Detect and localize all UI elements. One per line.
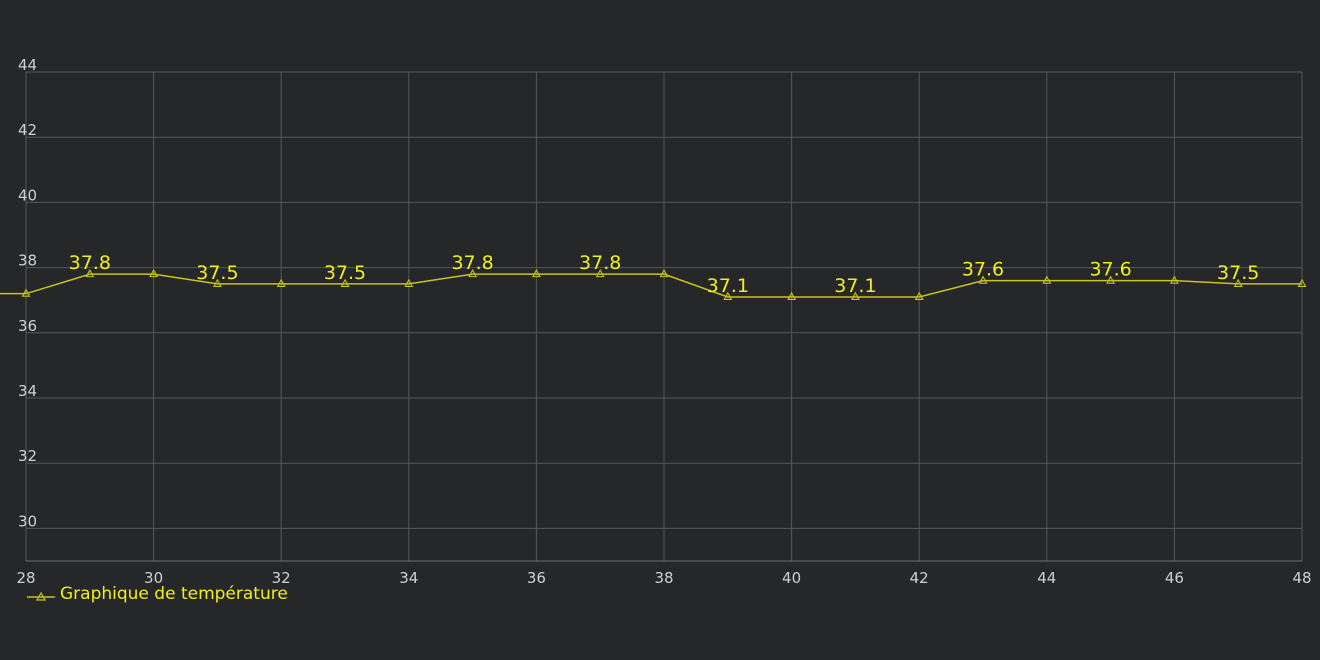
x-tick-label: 40 <box>782 569 801 587</box>
data-point-marker[interactable] <box>404 278 414 287</box>
triangle-icon <box>35 591 47 601</box>
data-point-marker[interactable] <box>85 268 95 278</box>
series-group <box>0 268 1307 300</box>
data-label: 37.8 <box>451 252 493 274</box>
data-point-marker[interactable] <box>340 278 350 287</box>
data-point-marker[interactable] <box>978 275 988 284</box>
x-tick-label: 34 <box>399 569 418 587</box>
y-tick-label: 38 <box>18 252 37 270</box>
data-label: 37.5 <box>196 262 238 284</box>
y-tick-label: 34 <box>18 382 37 400</box>
horizontal-gridlines <box>26 71 1302 562</box>
y-tick-label: 32 <box>18 447 37 465</box>
data-point-marker[interactable] <box>276 278 286 287</box>
y-tick-label: 40 <box>18 186 37 204</box>
data-point-marker[interactable] <box>914 291 924 300</box>
data-label: 37.8 <box>579 252 621 274</box>
x-tick-label: 48 <box>1292 569 1311 587</box>
data-point-marker[interactable] <box>1042 275 1052 284</box>
x-tick-label: 46 <box>1165 569 1184 587</box>
data-point-marker[interactable] <box>850 291 860 300</box>
data-label: 37.1 <box>707 275 749 297</box>
x-axis-tick-labels: 28 30 32 34 36 38 40 42 44 46 48 <box>16 569 1311 587</box>
legend-label: Graphique de température <box>60 584 288 604</box>
data-label: 37.6 <box>962 259 1004 281</box>
data-label: 37.8 <box>69 252 111 274</box>
data-point-marker[interactable] <box>723 291 733 300</box>
data-point-marker[interactable] <box>787 291 797 300</box>
legend[interactable]: Graphique de température <box>27 584 288 604</box>
data-point-marker[interactable] <box>212 278 222 287</box>
x-tick-label: 38 <box>654 569 673 587</box>
data-point-marker[interactable] <box>468 268 478 278</box>
data-point-marker[interactable] <box>149 268 159 278</box>
y-axis-tick-labels: 30 32 34 36 38 40 42 44 <box>18 56 37 530</box>
series-line <box>25 273 1302 298</box>
x-tick-label: 36 <box>527 569 546 587</box>
x-tick-label: 28 <box>16 569 35 587</box>
y-tick-label: 42 <box>18 121 37 139</box>
data-label: 37.5 <box>324 262 366 284</box>
x-tick-label: 44 <box>1037 569 1056 587</box>
data-point-marker[interactable] <box>595 268 605 278</box>
data-point-marker[interactable] <box>1297 278 1307 287</box>
y-tick-label: 44 <box>18 56 37 74</box>
x-tick-label: 42 <box>910 569 929 587</box>
vertical-gridlines <box>25 72 1303 561</box>
data-point-marker[interactable] <box>659 268 669 278</box>
x-tick-label: 30 <box>144 569 163 587</box>
x-tick-label: 32 <box>272 569 291 587</box>
data-point-marker[interactable] <box>1233 278 1243 287</box>
y-tick-label: 30 <box>18 512 37 530</box>
data-point-marker[interactable] <box>1106 275 1116 284</box>
data-label: 37.6 <box>1089 259 1131 281</box>
data-label: 37.1 <box>834 275 876 297</box>
y-tick-label: 36 <box>18 317 37 335</box>
data-label: 37.5 <box>1217 262 1259 284</box>
data-labels-group: 37.8 37.5 37.5 37.8 37.8 37.1 37.1 37.6 37.6 37.5 <box>69 252 1260 297</box>
data-point-marker[interactable] <box>1169 275 1179 284</box>
data-point-marker[interactable] <box>531 268 541 278</box>
data-point-marker[interactable] <box>21 288 31 297</box>
